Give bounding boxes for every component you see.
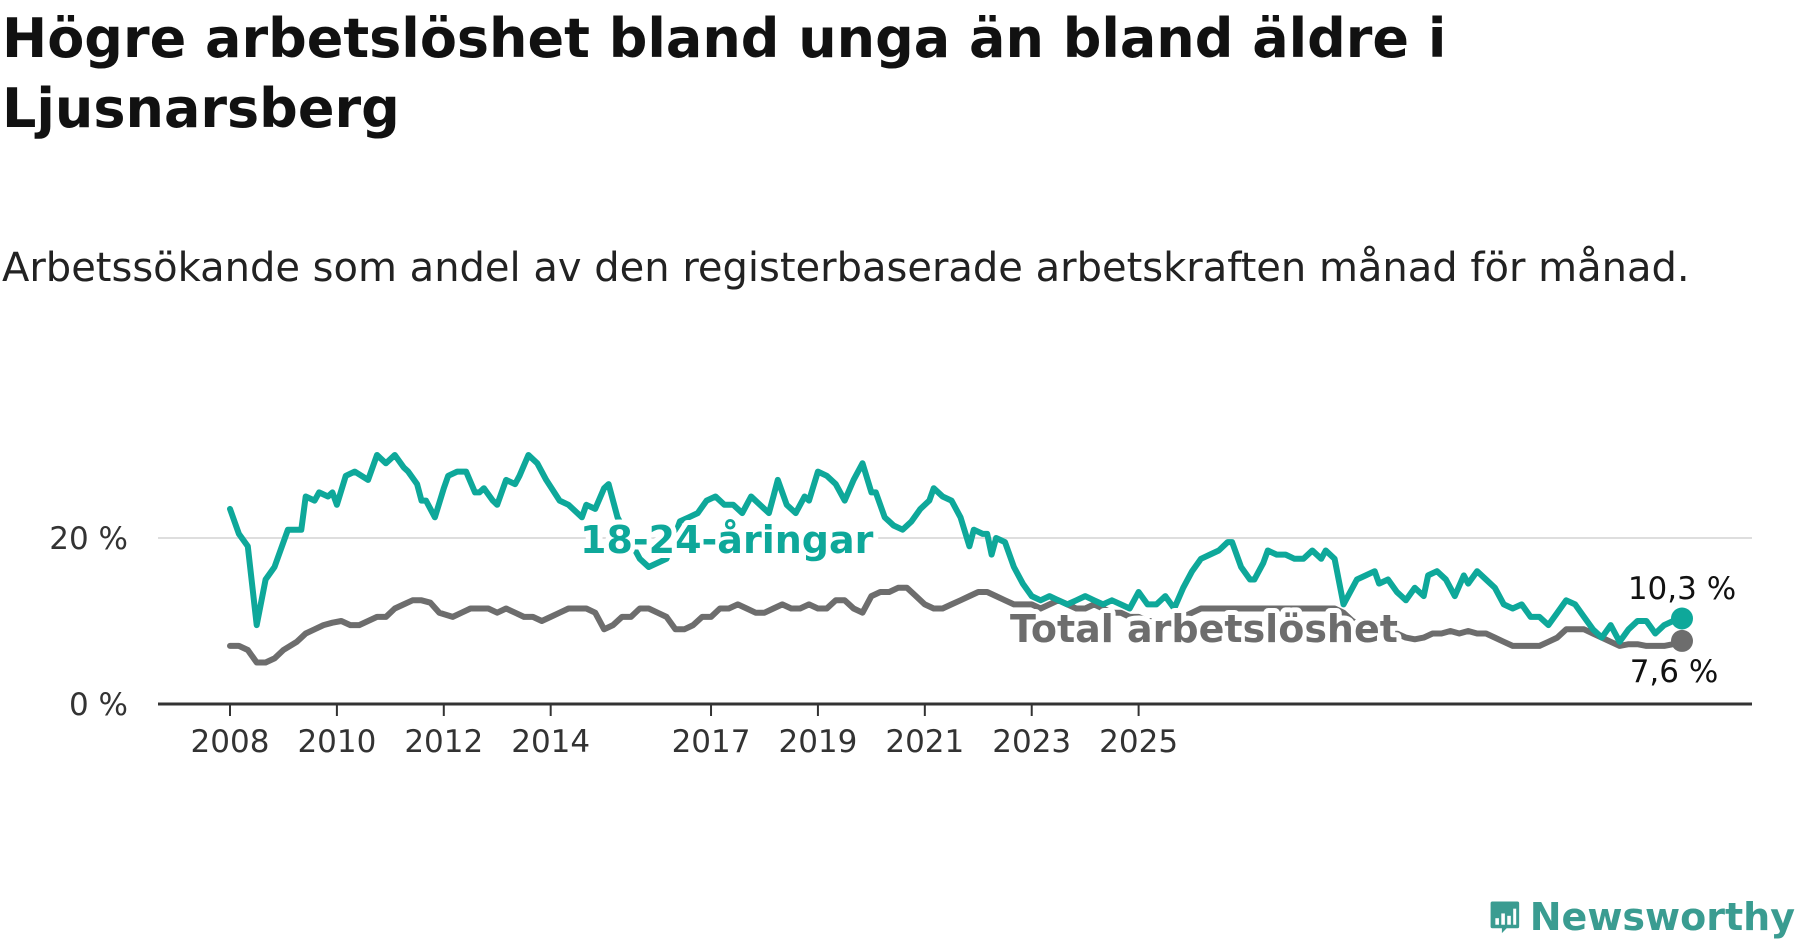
brand-logo: Newsworthy [1490,886,1795,948]
series-end-marker-unga [1671,607,1693,630]
x-axis-ticks: 2008 2010 2012 2014 2017 2019 2021 2023 2025 [191,704,1178,760]
y-axis-ticks: 0 % 20 % [49,521,128,723]
x-tick-label: 2019 [778,724,857,760]
y-tick-label: 20 % [49,521,128,557]
series-label-total: Total arbetslöshet [1010,607,1398,651]
y-tick-label: 0 % [69,687,128,723]
x-tick-label: 2010 [297,724,376,760]
end-value-label-total: 7,6 % [1630,654,1719,690]
series-labels: 18-24-åringar Total arbetslöshet 10,3 % 7,6… [575,513,1740,694]
series-line-unga [227,452,1685,645]
x-tick-label: 2023 [992,724,1071,760]
x-tick-label: 2017 [672,724,751,760]
x-tick-label: 2008 [191,724,270,760]
line-chart: 0 % 20 % 2008 2010 2012 2014 2017 2019 2021 2023… [49,452,1752,760]
newsworthy-chart-bubble-icon [1490,901,1520,934]
series-line-total [227,584,1685,666]
chart-title: Högre arbetslöshet bland unga än bland ä… [2,7,1447,140]
chart-subtitle: Arbetssökande som andel av den registerb… [2,245,1690,291]
series-label-unga: 18-24-åringar [580,518,874,562]
brand-name: Newsworthy [1529,895,1795,939]
series-end-marker-total [1671,629,1693,652]
x-tick-label: 2025 [1099,724,1178,760]
x-tick-label: 2014 [511,724,590,760]
x-tick-label: 2021 [885,724,964,760]
series-lines [227,452,1693,666]
x-tick-label: 2012 [404,724,483,760]
end-value-label-unga: 10,3 % [1628,571,1736,607]
